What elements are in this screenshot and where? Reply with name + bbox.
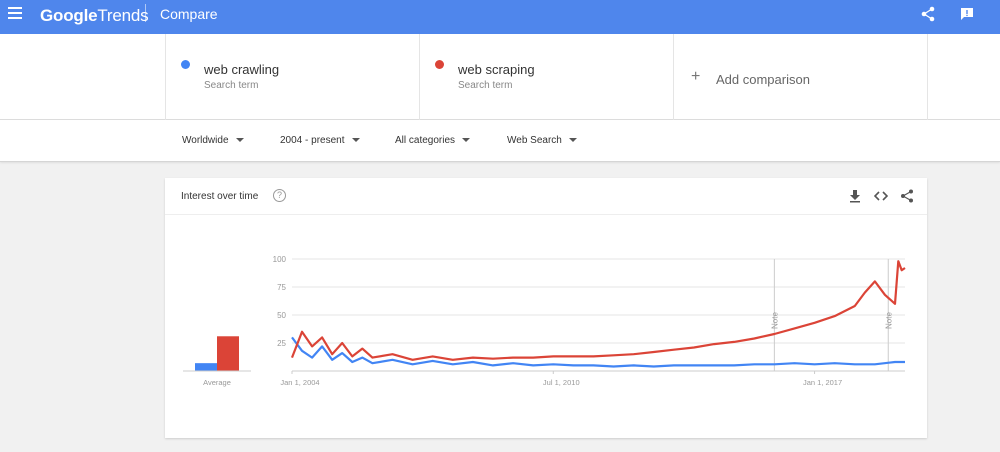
average-bar-web-crawling bbox=[195, 363, 217, 371]
filters-bar: Worldwide 2004 - present All categories … bbox=[0, 120, 1000, 162]
term-color-dot bbox=[435, 60, 444, 69]
embed-code-icon[interactable] bbox=[874, 189, 888, 203]
term-name: web scraping bbox=[458, 62, 535, 77]
search-terms-row: web crawling Search term web scraping Se… bbox=[0, 34, 1000, 120]
add-comparison-button[interactable]: + Add comparison bbox=[673, 34, 928, 120]
term-card-web-scraping[interactable]: web scraping Search term bbox=[419, 34, 673, 120]
term-name: web crawling bbox=[204, 62, 280, 77]
header-divider bbox=[145, 4, 146, 22]
region-filter-label: Worldwide bbox=[182, 135, 229, 146]
dropdown-caret-icon bbox=[235, 138, 244, 143]
hamburger-menu-icon[interactable] bbox=[8, 7, 22, 19]
add-comparison-label: Add comparison bbox=[716, 72, 810, 87]
y-tick-label: 25 bbox=[277, 339, 286, 348]
top-app-bar: GoogleTrends Compare bbox=[0, 0, 1000, 34]
average-bar-web-scraping bbox=[217, 336, 239, 371]
search-property-label: Web Search bbox=[507, 135, 562, 146]
term-type: Search term bbox=[458, 80, 513, 91]
search-property-filter[interactable]: Web Search bbox=[507, 135, 577, 146]
term-color-dot bbox=[181, 60, 190, 69]
help-icon[interactable]: ? bbox=[273, 189, 286, 202]
series-line-web-crawling bbox=[291, 336, 905, 368]
average-label: Average bbox=[203, 378, 231, 387]
dropdown-caret-icon bbox=[351, 138, 360, 143]
x-tick-label: Jan 1, 2004 bbox=[280, 378, 319, 387]
note-label: Note bbox=[884, 312, 893, 329]
feedback-icon[interactable] bbox=[959, 6, 975, 22]
series-line-web-scraping bbox=[290, 260, 906, 361]
interest-over-time-chart: 25 50 75 100 Note Note Jan 1, 2004 Jul 1, 2010 J… bbox=[183, 255, 906, 387]
share-icon[interactable] bbox=[920, 6, 936, 22]
x-tick-label: Jan 1, 2017 bbox=[803, 378, 842, 387]
google-trends-logo[interactable]: GoogleTrends bbox=[40, 6, 149, 26]
y-tick-label: 100 bbox=[273, 255, 287, 264]
time-filter[interactable]: 2004 - present bbox=[280, 135, 360, 146]
share-icon[interactable] bbox=[900, 189, 914, 203]
logo-trends-text: Trends bbox=[97, 6, 149, 25]
plus-icon: + bbox=[691, 68, 701, 85]
note-label: Note bbox=[770, 312, 779, 329]
y-tick-label: 75 bbox=[277, 283, 286, 292]
download-icon[interactable] bbox=[848, 189, 862, 203]
time-filter-label: 2004 - present bbox=[280, 135, 345, 146]
y-tick-label: 50 bbox=[277, 311, 286, 320]
page-title: Compare bbox=[160, 6, 218, 22]
dropdown-caret-icon bbox=[568, 138, 577, 143]
region-filter[interactable]: Worldwide bbox=[182, 135, 244, 146]
category-filter-label: All categories bbox=[395, 135, 456, 146]
term-type: Search term bbox=[204, 80, 259, 91]
x-tick-label: Jul 1, 2010 bbox=[543, 378, 580, 387]
dropdown-caret-icon bbox=[462, 138, 471, 143]
card-header: Interest over time ? bbox=[165, 178, 927, 215]
card-title: Interest over time bbox=[181, 191, 259, 202]
term-card-web-crawling[interactable]: web crawling Search term bbox=[165, 34, 419, 120]
interest-over-time-card: Interest over time ? 25 50 75 100 Note Note Ja… bbox=[165, 178, 927, 438]
category-filter[interactable]: All categories bbox=[395, 135, 471, 146]
logo-google-text: Google bbox=[40, 6, 98, 25]
